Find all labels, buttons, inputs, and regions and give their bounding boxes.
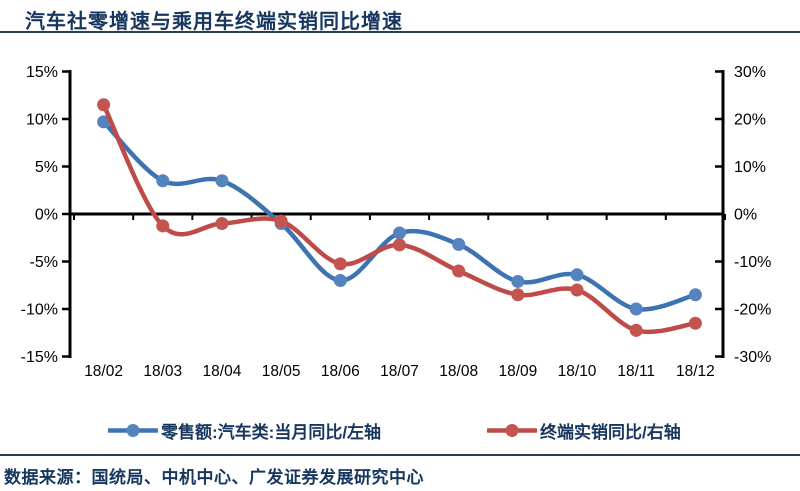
legend-marker-red-icon [487, 424, 537, 437]
y-axis-left-tick-label: 10% [26, 112, 58, 129]
y-axis-left-tick-label: 0% [35, 207, 58, 224]
data-point-marker-red [688, 316, 702, 330]
y-axis-left-tick-label: -5% [30, 254, 58, 271]
data-point-marker-blue [393, 226, 406, 240]
x-axis-label: 18/12 [676, 363, 715, 380]
y-axis-left-tick-label: -10% [21, 302, 58, 319]
data-point-marker-blue [97, 115, 111, 129]
chart-title: 汽车社零增速与乘用车终端实销同比增速 [25, 11, 403, 33]
data-point-marker-red [274, 214, 288, 228]
y-axis-left-tick-label: 5% [35, 159, 58, 176]
data-point-marker-blue [156, 174, 170, 188]
data-point-marker-blue [570, 268, 584, 282]
y-axis-right-tick-label: -30% [734, 349, 771, 366]
data-point-marker-blue [333, 274, 347, 287]
y-axis-right-tick-label: -20% [734, 302, 771, 319]
x-axis-label: 18/09 [498, 363, 537, 380]
y-axis-right-tick-label: 20% [734, 112, 766, 129]
series-line-blue [101, 119, 698, 312]
legend-marker-blue-icon [108, 424, 158, 437]
footer-divider [0, 454, 800, 456]
y-axis-right-tick-label: 0% [734, 207, 757, 224]
x-axis-label: 18/10 [558, 363, 597, 380]
y-axis-right-tick-label: 10% [734, 159, 766, 176]
legend-label-terminal-yoy: 终端实销同比/右轴 [540, 423, 681, 442]
data-point-marker-red [570, 283, 584, 297]
x-axis-label: 18/04 [203, 363, 242, 380]
y-axis-right-tick-label: -10% [734, 254, 771, 271]
data-point-marker-blue [511, 274, 525, 288]
source-note: 数据来源：国统局、中机中心、广发证券发展研究中心 [4, 468, 424, 487]
x-axis-label: 18/08 [439, 363, 478, 380]
legend-item-terminal-yoy: 终端实销同比/右轴 [487, 418, 681, 443]
y-axis-left-tick-label: -15% [21, 349, 58, 366]
chart-legend: 零售额:汽车类:当月同比/左轴 终端实销同比/右轴 [0, 418, 800, 442]
line-chart-canvas: 15% 10% 5% 0% -5% -10% -15% 30% 20% 10% 0% -10% -20%… [21, 64, 772, 380]
title-divider [0, 31, 800, 33]
x-axis-label: 18/05 [262, 363, 301, 380]
x-axis-label: 18/03 [143, 363, 182, 380]
data-point-marker-blue [215, 174, 229, 188]
data-point-marker-red [511, 288, 525, 302]
x-axis-label: 18/11 [617, 363, 655, 380]
data-point-marker-red [393, 238, 406, 252]
data-point-marker-red [629, 323, 643, 337]
data-point-marker-blue [629, 302, 643, 316]
y-axis-left-tick-label: 15% [26, 64, 58, 81]
y-axis-right-tick-label: 30% [734, 64, 766, 81]
legend-item-retail-yoy: 零售额:汽车类:当月同比/左轴 [108, 418, 381, 443]
data-point-marker-blue [452, 237, 466, 251]
data-point-marker-red [215, 217, 229, 230]
x-axis-label: 18/06 [321, 363, 360, 380]
x-axis-label: 18/07 [380, 363, 419, 380]
data-point-marker-red [333, 257, 347, 271]
legend-label-retail-yoy: 零售额:汽车类:当月同比/左轴 [161, 423, 382, 442]
data-point-marker-red [97, 98, 111, 112]
data-point-marker-red [452, 264, 466, 278]
data-point-marker-red [156, 219, 170, 233]
data-point-marker-blue [688, 288, 702, 302]
x-axis-label: 18/02 [84, 363, 123, 380]
